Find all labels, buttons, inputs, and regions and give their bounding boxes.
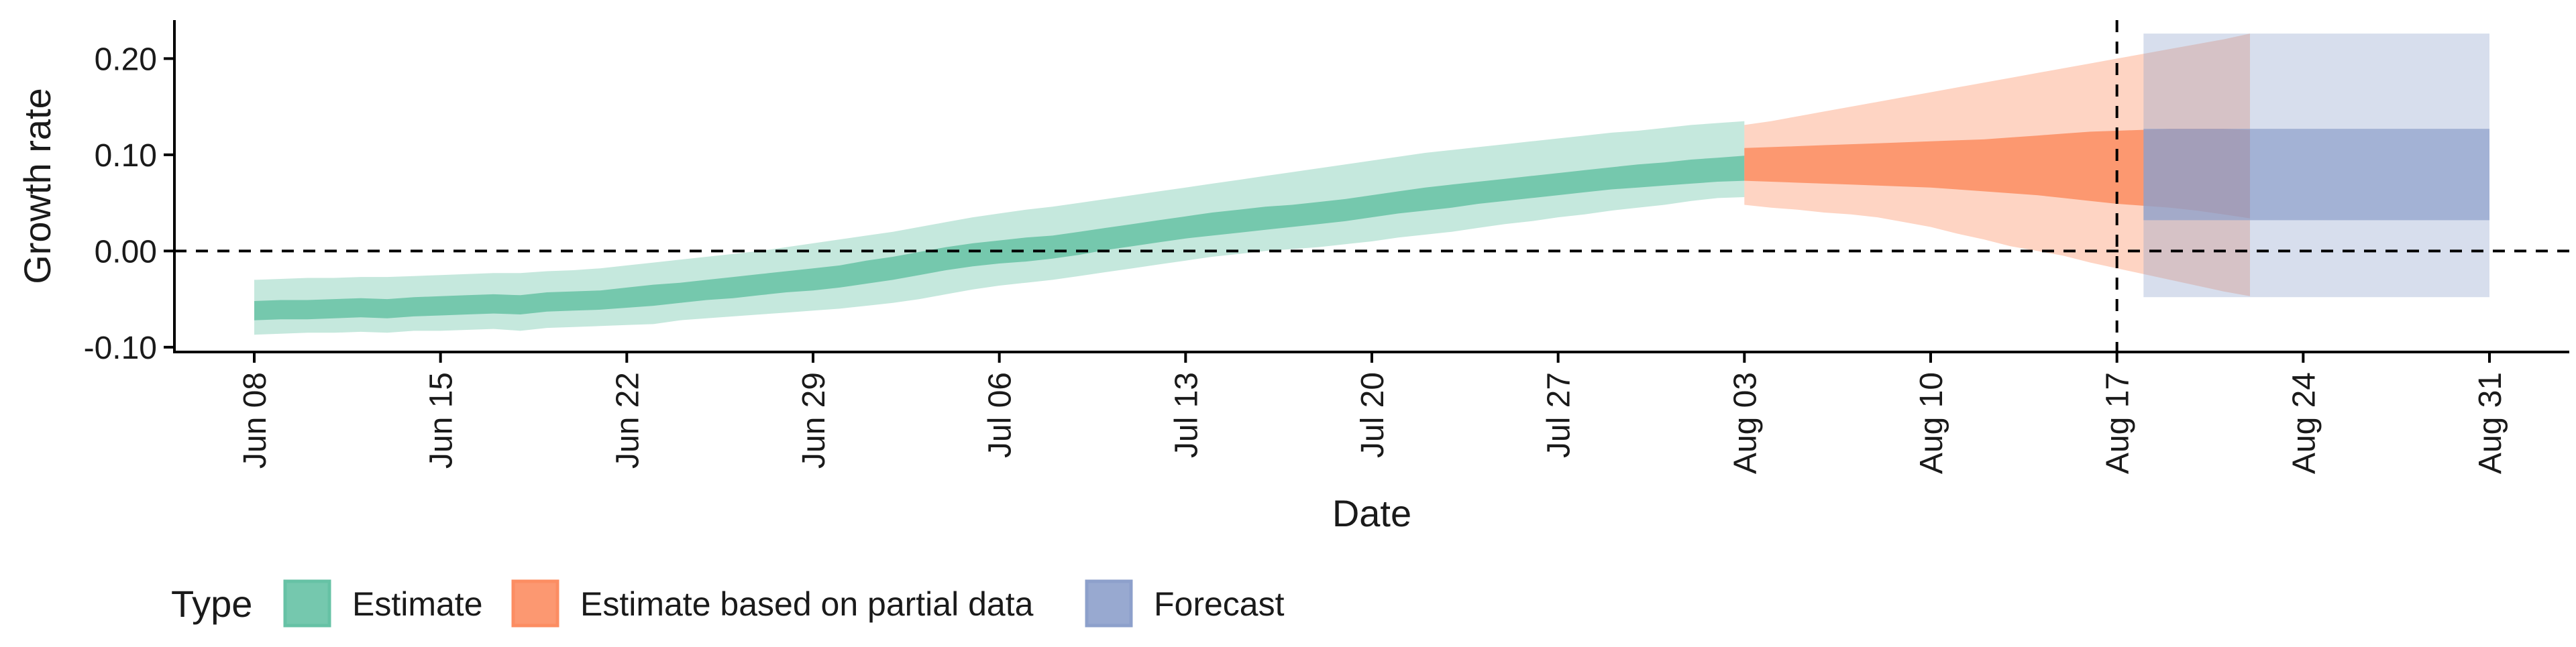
legend-label-estimate: Estimate (352, 585, 483, 623)
x-tick-label: Aug 03 (1727, 372, 1763, 474)
x-tick-label: Jun 08 (237, 372, 273, 469)
x-tick-label: Jul 20 (1355, 372, 1391, 458)
y-axis-title: Growth rate (16, 88, 58, 284)
forecast-inner-band (2143, 129, 2489, 221)
legend-label-estimate-based-on-partial-data: Estimate based on partial data (580, 585, 1034, 623)
x-tick-label: Jun 29 (796, 372, 832, 469)
x-tick-label: Jun 15 (424, 372, 460, 469)
y-tick-label: 0.10 (95, 138, 157, 174)
y-tick-label: -0.10 (84, 331, 157, 366)
x-tick-label: Jul 27 (1542, 372, 1577, 458)
x-tick-label: Jul 06 (983, 372, 1018, 458)
y-tick-label: 0.20 (95, 42, 157, 77)
legend-key-estimate (283, 579, 331, 628)
x-axis-title: Date (1332, 492, 1411, 534)
legend: Type Estimate Estimate based on partial da… (171, 579, 1285, 628)
legend-title: Type (171, 583, 252, 625)
estimate-based-on-partial-data-inner-band (1744, 129, 2250, 219)
x-tick-label: Jun 22 (610, 372, 645, 469)
x-tick-label: Aug 17 (2100, 372, 2136, 474)
legend-label-forecast: Forecast (1154, 585, 1285, 623)
axes: -0.10 0.00 0.10 0.20 Jun 08 Jun 15 Jun 22 Jun 2… (16, 20, 2569, 534)
plot-bands (254, 34, 2489, 335)
x-tick-label: Aug 10 (1914, 372, 1949, 474)
estimate-inner-band (254, 156, 1745, 320)
legend-key-estimate-based-on-partial-data (511, 579, 559, 628)
x-tick-label: Aug 31 (2473, 372, 2508, 474)
legend-key-forecast (1085, 579, 1133, 628)
y-tick-label: 0.00 (95, 234, 157, 270)
estimate-outer-band (254, 121, 1745, 335)
x-tick-label: Jul 13 (1169, 372, 1204, 458)
x-tick-label: Aug 24 (2286, 372, 2322, 474)
